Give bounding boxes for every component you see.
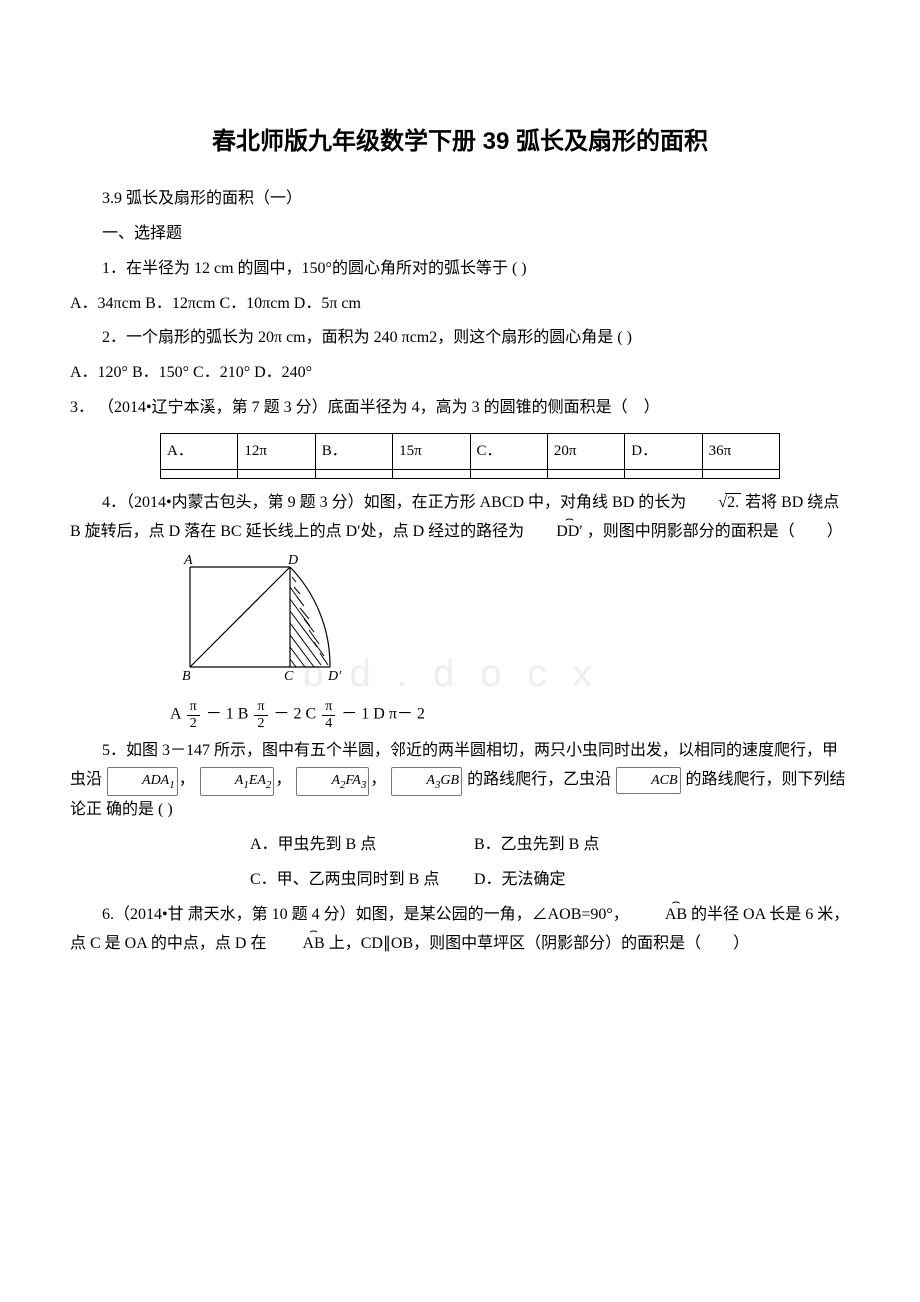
q6-a: 6.（2014•甘 肃天水，第 10 题 4 分）如图，是某公园的一角，∠AOB… [102, 906, 629, 923]
svg-text:D: D [287, 553, 298, 568]
arc-5: ACB [616, 767, 680, 794]
q3-text: 3． （2014•辽宁本溪，第 7 题 3 分）底面半径为 4，高为 3 的圆锥… [38, 394, 850, 423]
q2-text: 2．一个扇形的弧长为 20π cm，面积为 240 πcm2，则这个扇形的圆心角… [70, 324, 850, 353]
q1-options: A．34πcm B．12πcm C．10πcm D．5π cm [70, 290, 850, 319]
svg-text:A: A [183, 553, 193, 568]
arc-2: A1EA2 [200, 767, 275, 797]
arc-4: A3GB [391, 767, 462, 797]
q4-opt-a-label: A [170, 706, 181, 723]
q5-opt-b: B．乙虫先到 B 点 [474, 836, 599, 853]
q5-opt-a: A．甲虫先到 B 点 [250, 831, 470, 860]
sqrt-val: 2. [725, 493, 741, 511]
q3-C-val: 20π [547, 433, 624, 469]
arc-1: ADA1 [107, 767, 178, 797]
q4-opt-b-tail: － 2 C [274, 706, 317, 723]
den-2: 2 [187, 716, 200, 731]
q4-options: A π2 － 1 B π2 － 2 C π4 － 1 D π－ 2 [70, 699, 850, 731]
arc-dd: DD′ [524, 518, 583, 547]
q1-text: 1．在半径为 12 cm 的圆中，150°的圆心角所对的弧长等于 ( ) [70, 255, 850, 284]
table-row: A． 12π B． 15π C． 20π D． 36π [161, 433, 780, 469]
q5-tail1: 的路线爬行，乙虫沿 [467, 771, 611, 788]
q3-B-label: B． [315, 433, 392, 469]
arc-ab-2: AB [270, 930, 324, 959]
q3-A-val: 12π [238, 433, 315, 469]
den-4: 4 [322, 716, 335, 731]
svg-text:B: B [182, 669, 191, 682]
pi-num-c: π [322, 699, 335, 715]
q3-A-label: A． [161, 433, 238, 469]
arc-ab-1: AB [633, 901, 687, 930]
q4-opt-a-tail: － 1 B [206, 706, 249, 723]
q4-figure: A D B C D′ [170, 552, 850, 693]
q4-text: 4．（2014•内蒙古包头，第 9 题 3 分）如图，在正方形 ABCD 中，对… [70, 489, 850, 547]
q5-options-row1: A．甲虫先到 B 点 B．乙虫先到 B 点 [250, 831, 850, 860]
q6-text: 6.（2014•甘 肃天水，第 10 题 4 分）如图，是某公园的一角，∠AOB… [70, 901, 850, 959]
q3-answer-table: A． 12π B． 15π C． 20π D． 36π [160, 433, 780, 479]
pi-num-b: π [254, 699, 267, 715]
q3-C-label: C． [470, 433, 547, 469]
q5-options-row2: C．甲、乙两虫同时到 B 点 D．无法确定 [250, 866, 850, 895]
svg-text:C: C [284, 669, 294, 682]
svg-text:D′: D′ [327, 669, 342, 682]
q5-opt-d: D．无法确定 [474, 871, 566, 888]
pi-num: π [187, 699, 200, 715]
den-2-b: 2 [254, 716, 267, 731]
table-row [161, 469, 780, 478]
q6-c: 上，CD∥OB，则图中草坪区（阴影部分）的面积是（ ） [329, 935, 749, 952]
section-heading: 一、选择题 [70, 220, 850, 249]
arc-3: A2FA3 [296, 767, 369, 797]
q4-part-a: 4．（2014•内蒙古包头，第 9 题 3 分）如图，在正方形 ABCD 中，对… [102, 494, 686, 511]
q5-opt-c: C．甲、乙两虫同时到 B 点 [250, 866, 470, 895]
q3-text-span: 3． （2014•辽宁本溪，第 7 题 3 分）底面半径为 4，高为 3 的圆锥… [70, 399, 660, 416]
q4-part-c: ，则图中阴影部分的面积是（ ） [587, 523, 843, 540]
q3-D-val: 36π [702, 433, 779, 469]
q2-options: A．120° B．150° C．210° D．240° [70, 359, 850, 388]
q3-B-val: 15π [393, 433, 470, 469]
page-title: 春北师版九年级数学下册 39 弧长及扇形的面积 [70, 120, 850, 163]
subtitle: 3.9 弧长及扇形的面积（一） [70, 185, 850, 214]
q3-D-label: D． [625, 433, 702, 469]
q5-text: 5．如图 3－147 所示，图中有五个半圆，邻近的两半圆相切，两只小虫同时出发，… [70, 737, 850, 825]
q4-opt-c-tail: － 1 D π－ 2 [341, 706, 425, 723]
